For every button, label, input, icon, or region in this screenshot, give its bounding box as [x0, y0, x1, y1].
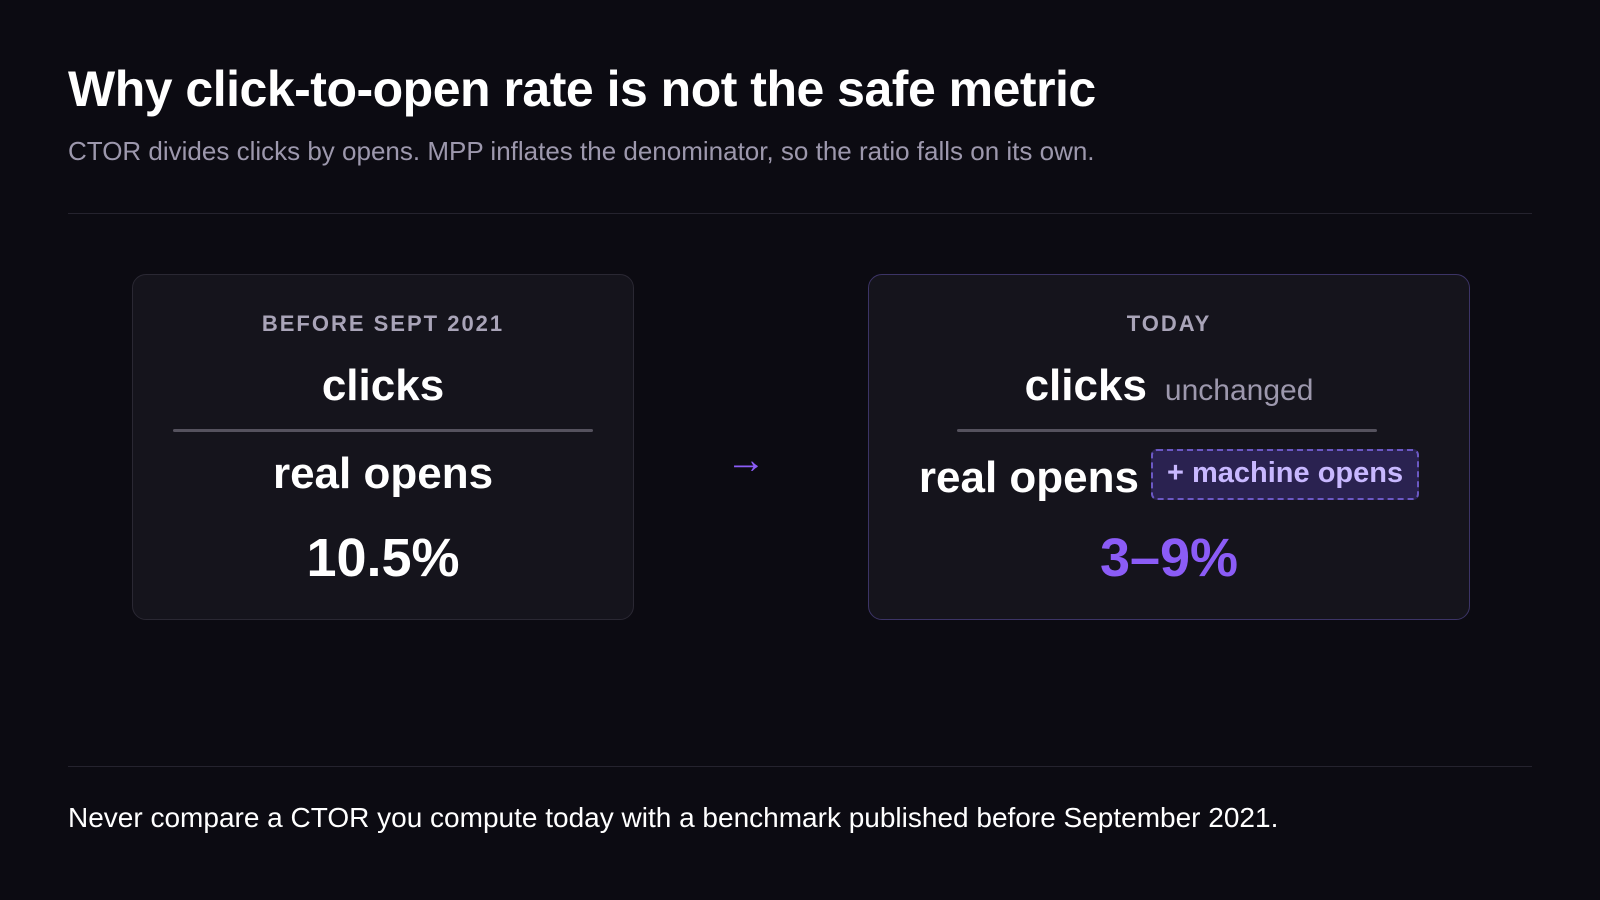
today-card-label: TODAY — [1126, 311, 1212, 336]
today-denominator-line: real opens + machine opens — [869, 449, 1469, 503]
today-denominator: real opens — [918, 453, 1139, 502]
today-rate: 3–9% — [1099, 528, 1239, 588]
page-subtitle: CTOR divides clicks by opens. MPP inflat… — [68, 136, 1095, 166]
right-arrow-icon: → — [726, 438, 766, 482]
today-numerator: clicks — [1024, 361, 1147, 410]
bottom-divider — [68, 766, 1532, 767]
before-numerator: clicks — [321, 361, 445, 410]
machine-opens-badge: + machine opens — [1150, 449, 1420, 500]
unchanged-note: unchanged — [1164, 374, 1314, 407]
today-card: TODAY clicks unchanged real opens + machin… — [868, 274, 1470, 620]
top-divider — [68, 213, 1532, 214]
before-denominator: real opens — [272, 449, 494, 498]
page-title: Why click-to-open rate is not the safe m… — [68, 61, 1096, 117]
before-fraction-bar — [173, 429, 593, 432]
today-fraction-bar — [957, 429, 1377, 432]
before-card-label: BEFORE SEPT 2021 — [261, 311, 505, 336]
footer-note: Never compare a CTOR you compute today w… — [68, 802, 1279, 833]
before-card: BEFORE SEPT 2021 clicks real opens 10.5% — [132, 274, 634, 620]
before-rate: 10.5% — [306, 528, 460, 588]
before-denominator-line: real opens — [133, 449, 633, 499]
before-numerator-line: clicks — [133, 361, 633, 411]
today-numerator-line: clicks unchanged — [869, 361, 1469, 411]
